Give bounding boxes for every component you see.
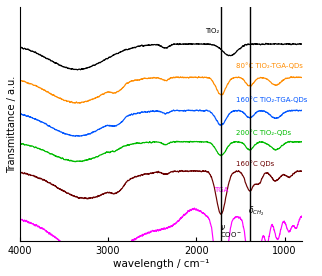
Y-axis label: Transmittance / a.u.: Transmittance / a.u. [7, 76, 17, 173]
Text: COO$^-$: COO$^-$ [220, 230, 242, 240]
Text: $\delta_{CH_2}$: $\delta_{CH_2}$ [248, 205, 265, 218]
Text: 160°C TiO₂-TGA-QDs: 160°C TiO₂-TGA-QDs [236, 96, 307, 103]
Text: TiO₂: TiO₂ [205, 28, 219, 34]
Text: 200°C TiO₂-QDs: 200°C TiO₂-QDs [236, 129, 291, 136]
X-axis label: wavelength / cm⁻¹: wavelength / cm⁻¹ [113, 259, 209, 269]
Text: 80°C TiO₂-TGA-QDs: 80°C TiO₂-TGA-QDs [236, 63, 303, 70]
Text: 160°C QDs: 160°C QDs [236, 160, 274, 167]
Text: $\nu$: $\nu$ [220, 223, 226, 232]
Text: TGA: TGA [214, 187, 228, 193]
